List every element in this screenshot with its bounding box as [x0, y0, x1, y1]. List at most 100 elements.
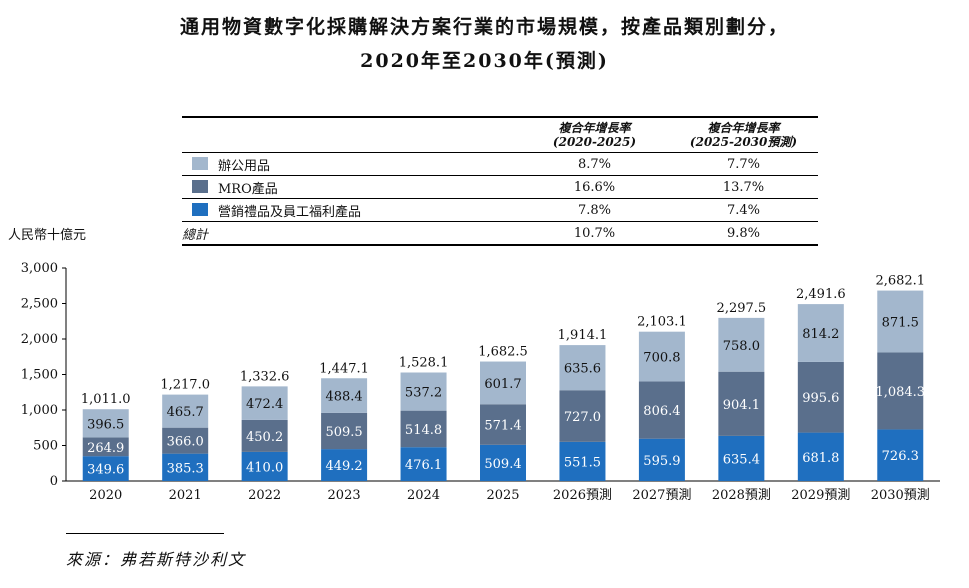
bar-segment — [321, 449, 368, 481]
bar-value-label: 472.4 — [246, 397, 283, 412]
bar-segment — [82, 456, 129, 481]
cagr-gifts-2020-2025: 7.8% — [520, 198, 669, 222]
source-divider — [66, 533, 224, 534]
bar-segment — [718, 435, 765, 481]
bar-segment — [82, 437, 129, 457]
bar-value-label: 806.4 — [643, 404, 680, 419]
cagr-office-2020-2025: 8.7% — [520, 152, 669, 176]
bar-value-label: 450.2 — [246, 430, 283, 445]
legend-row-total: 總計 10.7% 9.8% — [182, 221, 818, 246]
bar-segment — [797, 304, 844, 362]
y-tick-label: 1,500 — [21, 368, 58, 383]
bar-total-label: 1,914.1 — [558, 328, 608, 343]
bar-segment — [400, 447, 447, 481]
bar-value-label: 488.4 — [325, 390, 362, 405]
bar-segment — [480, 444, 526, 481]
bar-segment — [797, 432, 844, 481]
bar-value-label: 700.8 — [643, 351, 680, 366]
bar-value-label: 476.1 — [405, 458, 442, 473]
x-tick-label: 2026預測 — [553, 488, 612, 503]
bar-value-label: 551.5 — [564, 455, 601, 470]
cagr-mro-2025-2030: 13.7% — [669, 175, 818, 199]
x-tick-label: 2022 — [248, 488, 281, 503]
chart-title: 通用物資數字化採購解決方案行業的市場規模，按產品類別劃分， — [179, 16, 789, 38]
bar-total-label: 1,011.0 — [81, 392, 131, 407]
x-tick-label: 2028預測 — [712, 488, 771, 503]
bar-segment — [400, 372, 447, 411]
bar-value-label: 349.6 — [87, 463, 124, 478]
cagr-mro-2020-2025: 16.6% — [520, 175, 669, 199]
bar-value-label: 396.5 — [87, 417, 124, 432]
legend-label-total: 總計 — [182, 221, 520, 246]
bar-value-label: 727.0 — [564, 410, 601, 425]
y-axis-unit-label: 人民幣十億元 — [8, 228, 87, 243]
y-tick-label: 3,000 — [21, 261, 58, 276]
bar-segment — [638, 381, 685, 439]
bar-total-label: 1,682.5 — [478, 345, 528, 360]
legend-swatch-gifts — [192, 202, 208, 216]
bar-segment — [480, 361, 526, 405]
bar-segment — [638, 331, 685, 382]
bar-segment — [559, 345, 606, 391]
bar-total-label: 2,297.5 — [717, 301, 767, 316]
bar-value-label: 635.6 — [564, 362, 601, 377]
bar-segment — [559, 390, 606, 442]
bar-value-label: 449.2 — [325, 459, 362, 474]
y-tick-label: 0 — [50, 474, 58, 489]
bar-value-label: 904.1 — [723, 398, 760, 413]
bar-value-label: 410.0 — [246, 460, 283, 475]
bar-segment — [162, 453, 209, 481]
bar-total-label: 1,528.1 — [399, 356, 449, 371]
bar-segment — [321, 412, 368, 450]
bar-value-label: 514.8 — [405, 423, 442, 438]
bar-segment — [559, 441, 606, 481]
y-tick-label: 500 — [33, 439, 58, 454]
x-tick-label: 2023 — [328, 488, 361, 503]
bar-total-label: 2,682.1 — [875, 274, 925, 289]
bar-segment — [241, 419, 288, 452]
bar-segment — [877, 290, 924, 353]
bar-value-label: 814.2 — [802, 327, 839, 342]
x-tick-label: 2020 — [89, 488, 122, 503]
bar-value-label: 385.3 — [167, 461, 204, 476]
y-tick-label: 1,000 — [21, 403, 58, 418]
cagr-header-row: 複合年增長率 (2020-2025) 複合年增長率 (2025-2030預測) — [182, 116, 818, 153]
bar-total-label: 1,217.0 — [160, 378, 210, 393]
bar-total-label: 2,491.6 — [796, 287, 846, 302]
bar-value-label: 758.0 — [723, 339, 760, 354]
cagr-gifts-2025-2030: 7.4% — [669, 198, 818, 222]
bar-value-label: 871.5 — [882, 316, 919, 331]
bar-value-label: 681.8 — [802, 451, 839, 466]
bar-value-label: 366.0 — [167, 435, 204, 450]
bar-segment — [718, 317, 765, 372]
bar-total-label: 1,332.6 — [240, 369, 290, 384]
bar-value-label: 726.3 — [882, 449, 919, 464]
legend-label-gifts: 營銷禮品及員工福利產品 — [218, 204, 362, 220]
cagr-total-2025-2030: 9.8% — [669, 221, 818, 246]
bar-value-label: 995.6 — [802, 391, 839, 406]
bar-value-label: 537.2 — [405, 386, 442, 401]
bar-segment — [162, 394, 209, 428]
bar-value-label: 601.7 — [484, 377, 521, 392]
bar-segment — [638, 438, 685, 481]
x-tick-label: 2030預測 — [871, 488, 930, 503]
x-tick-label: 2024 — [407, 488, 440, 503]
bar-segment — [400, 410, 447, 448]
cagr-total-2020-2025: 10.7% — [520, 221, 669, 246]
legend-label-office: 辦公用品 — [218, 158, 271, 174]
x-tick-label: 2029預測 — [791, 488, 850, 503]
x-tick-label: 2025 — [486, 488, 519, 503]
cagr-legend-table: 複合年增長率 (2020-2025) 複合年增長率 (2025-2030預測) … — [182, 116, 818, 246]
legend-swatch-mro — [192, 179, 208, 193]
bar-value-label: 264.9 — [87, 441, 124, 456]
cagr-header-2025-2030: 複合年增長率 (2025-2030預測) — [669, 116, 818, 153]
x-tick-label: 2021 — [169, 488, 202, 503]
legend-label-mro: MRO產品 — [218, 181, 278, 197]
legend-row-mro: MRO產品 16.6% 13.7% — [182, 175, 818, 199]
legend-row-office: 辦公用品 8.7% 7.7% — [182, 152, 818, 176]
bar-total-label: 2,103.1 — [637, 315, 687, 330]
y-tick-label: 2,500 — [21, 297, 58, 312]
bar-segment — [718, 371, 765, 436]
bar-value-label: 509.5 — [325, 425, 362, 440]
